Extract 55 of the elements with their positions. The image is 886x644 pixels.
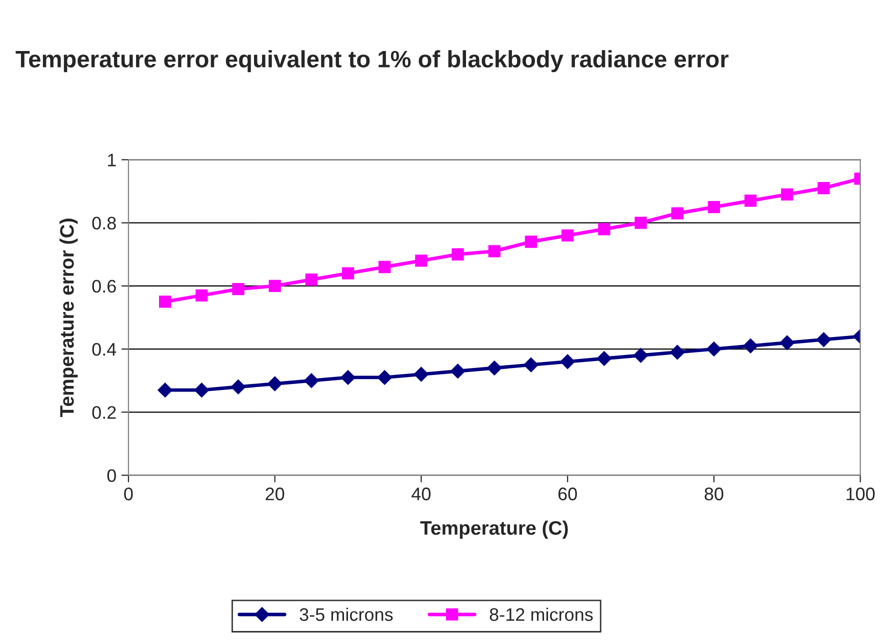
point: [158, 296, 172, 308]
point: [561, 229, 574, 242]
point: [818, 182, 830, 194]
x-axis-title: Temperature (C): [420, 520, 568, 539]
point: [486, 360, 502, 376]
legend-label: 3-5 microns: [300, 608, 393, 621]
x-tick-label: 80: [704, 488, 724, 500]
point: [560, 354, 575, 370]
y-tick-label: 1: [108, 154, 116, 166]
point: [158, 382, 172, 398]
y-tick-label: 0: [107, 469, 116, 482]
y-tick-label: 0.4: [92, 342, 116, 356]
point: [305, 274, 318, 286]
point: [194, 382, 210, 398]
point: [378, 260, 391, 274]
point: [816, 332, 832, 347]
point: [340, 370, 356, 385]
point: [342, 267, 354, 280]
x-tick-label: 0: [124, 488, 133, 500]
point: [450, 364, 466, 379]
point: [743, 338, 758, 354]
y-axis-title: Temperature error (C): [60, 218, 78, 418]
chart-title: Temperature error equivalent to 1% of blackbody radiance error: [16, 50, 728, 72]
point: [596, 351, 612, 366]
x-tick-label: 100: [846, 488, 875, 500]
y-tick-label: 0.8: [92, 216, 116, 230]
point: [232, 283, 244, 296]
point: [744, 194, 757, 207]
point: [633, 348, 648, 363]
legend-label: 8-12 microns: [490, 608, 593, 621]
point: [196, 289, 208, 302]
x-tick-label: 60: [558, 488, 577, 500]
y-tick-label: 0.2: [92, 406, 116, 419]
point: [488, 245, 500, 258]
point: [414, 366, 429, 382]
point: [781, 188, 794, 200]
point: [706, 342, 722, 356]
x-tick-label: 20: [266, 488, 284, 500]
point: [634, 216, 647, 229]
point: [415, 254, 428, 267]
point: [267, 376, 282, 392]
point: [452, 248, 464, 260]
point: [708, 200, 720, 214]
point: [598, 223, 610, 236]
point: [780, 335, 795, 350]
y-tick-label: 0.6: [92, 280, 116, 293]
point: [268, 280, 281, 292]
point: [670, 344, 685, 360]
point: [377, 370, 392, 385]
point: [524, 357, 538, 372]
point: [230, 380, 246, 394]
point: [304, 373, 319, 388]
x-tick-label: 40: [412, 488, 431, 500]
point: [524, 236, 538, 248]
point: [671, 207, 684, 220]
